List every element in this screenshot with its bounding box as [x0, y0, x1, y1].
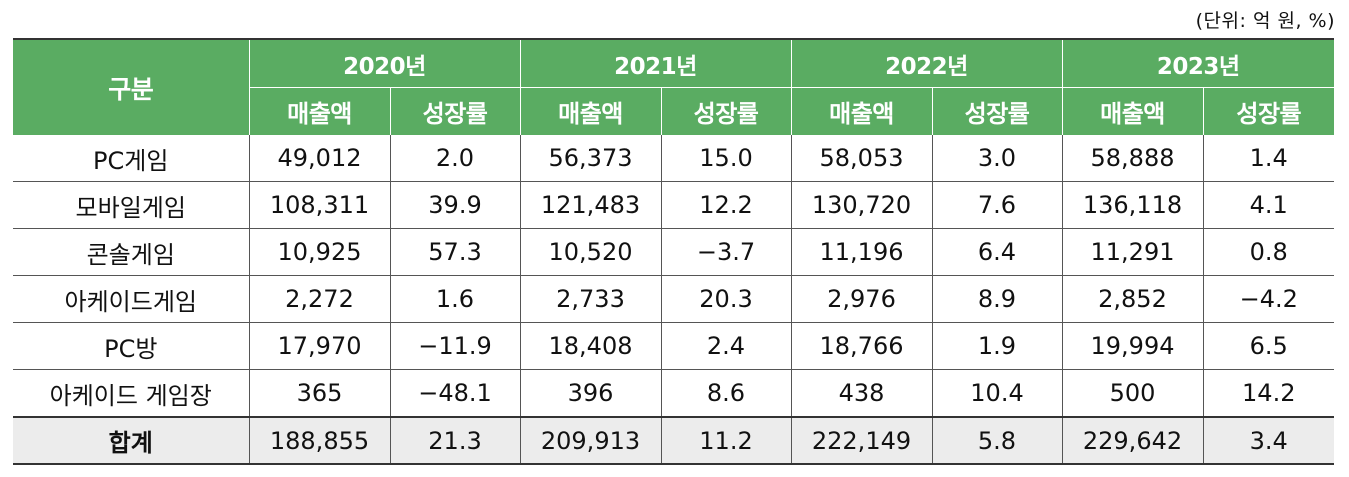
table-cell: 49,012 [248, 135, 390, 182]
row-label: PC게임 [93, 146, 169, 175]
table-cell: 11,196 [790, 228, 932, 276]
table-cell: 396 [519, 369, 661, 417]
total-label: 합계 [13, 416, 249, 465]
table-cell: 2.0 [389, 135, 520, 182]
header-growth: 성장률 [389, 87, 520, 135]
table-cell: 11,291 [1061, 228, 1203, 276]
table-cell: 3.0 [931, 135, 1062, 182]
table-cell: 365 [248, 369, 390, 417]
table-row: PC방 17,970 −11.9 18,408 2.4 18,766 1.9 1… [13, 322, 1334, 370]
table-cell: 222,149 [790, 416, 932, 465]
row-label: 콘솔게임 [13, 228, 249, 276]
header-growth: 성장률 [660, 87, 791, 135]
row-label: 아케이드 게임장 [13, 369, 249, 417]
table-cell: 8.9 [931, 275, 1062, 323]
row-label: 모바일게임 [13, 181, 249, 229]
table-cell: 2,272 [248, 275, 390, 323]
header-year-2020: 2020년 [248, 38, 520, 88]
table-cell: 17,970 [248, 322, 390, 370]
table-cell: 57.3 [389, 228, 520, 276]
table-cell: 19,994 [1061, 322, 1203, 370]
table-cell: −3.7 [660, 228, 791, 276]
table-cell: 12.2 [660, 181, 791, 229]
header-growth: 성장률 [1202, 87, 1334, 135]
table-cell: 3.4 [1202, 416, 1334, 465]
table-cell: 108,311 [248, 181, 390, 229]
table-cell: 1.6 [389, 275, 520, 323]
table-cell: −11.9 [389, 322, 520, 370]
table-row: 콘솔게임 10,925 57.3 10,520 −3.7 11,196 6.4 … [13, 228, 1334, 276]
table-cell: 130,720 [790, 181, 932, 229]
table-cell: 1.9 [931, 322, 1062, 370]
table-cell: 0.8 [1202, 228, 1334, 276]
unit-note: (단위: 억 원, %) [1195, 10, 1335, 32]
table-cell: 18,766 [790, 322, 932, 370]
table-cell: 229,642 [1061, 416, 1203, 465]
header-sales: 매출액 [248, 87, 390, 135]
table-cell: 438 [790, 369, 932, 417]
game-industry-sales-table: 구분 2020년 2021년 2022년 2023년 매출액 성장률 매출액 성… [13, 38, 1334, 465]
header-year-2022: 2022년 [790, 38, 1062, 88]
table-cell: 7.6 [931, 181, 1062, 229]
table-row: 아케이드게임 2,272 1.6 2,733 20.3 2,976 8.9 2,… [13, 275, 1334, 323]
header-growth: 성장률 [931, 87, 1062, 135]
row-label: 아케이드게임 [13, 275, 249, 323]
table-cell: 58,053 [790, 135, 932, 182]
table-cell: 209,913 [519, 416, 661, 465]
table-cell: 2,852 [1061, 275, 1203, 323]
table-cell: 39.9 [389, 181, 520, 229]
header-year-2023: 2023년 [1061, 38, 1334, 88]
table-cell: 2,733 [519, 275, 661, 323]
total-row: 합계 188,855 21.3 209,913 11.2 222,149 5.8… [13, 416, 1334, 465]
table-cell: −4.2 [1202, 275, 1334, 323]
row-label: PC방 [13, 322, 249, 370]
table-cell: 15.0 [660, 135, 791, 182]
header-sales: 매출액 [1061, 87, 1203, 135]
table-cell: 14.2 [1202, 369, 1334, 417]
table-row: PC게임 49,012 2.0 56,373 15.0 58,053 3.0 5… [13, 135, 1334, 182]
table-cell: 21.3 [389, 416, 520, 465]
table-cell: 6.5 [1202, 322, 1334, 370]
table-cell: 11.2 [660, 416, 791, 465]
table-cell: 10,925 [248, 228, 390, 276]
table-cell: 20.3 [660, 275, 791, 323]
table-cell: 500 [1061, 369, 1203, 417]
header-sales: 매출액 [519, 87, 661, 135]
table-cell: 4.1 [1202, 181, 1334, 229]
table-cell: 5.8 [931, 416, 1062, 465]
table-cell: 10,520 [519, 228, 661, 276]
header-sales: 매출액 [790, 87, 932, 135]
table-cell: 1.4 [1202, 135, 1334, 182]
header-category: 구분 [13, 38, 249, 135]
table-cell: 6.4 [931, 228, 1062, 276]
table-cell: 10.4 [931, 369, 1062, 417]
table-cell: 121,483 [519, 181, 661, 229]
table-cell: −48.1 [389, 369, 520, 417]
table-row: 모바일게임 108,311 39.9 121,483 12.2 130,720 … [13, 181, 1334, 229]
table-cell: 8.6 [660, 369, 791, 417]
table-cell: 56,373 [519, 135, 661, 182]
table-row: 아케이드 게임장 365 −48.1 396 8.6 438 10.4 500 … [13, 369, 1334, 417]
table-cell: 188,855 [248, 416, 390, 465]
table-cell: 136,118 [1061, 181, 1203, 229]
table-cell: 58,888 [1061, 135, 1203, 182]
table-cell: 2.4 [660, 322, 791, 370]
table-cell: 2,976 [790, 275, 932, 323]
table-cell: 18,408 [519, 322, 661, 370]
header-year-2021: 2021년 [519, 38, 791, 88]
